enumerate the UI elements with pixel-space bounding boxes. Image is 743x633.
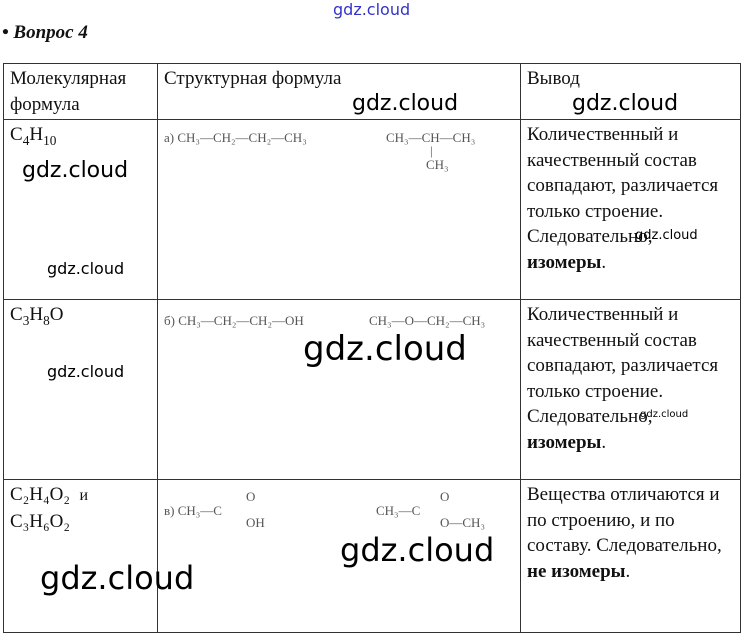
table-row: C₂H₄O₂ и C₃H₆O₂ в) CH₃—C O OH CH₃—C O O—C…: [3, 479, 741, 633]
structural-formula: а) CH₃—CH₂—CH₂—CH₃ CH₃—CH—CH₃ | CH₃: [157, 119, 521, 300]
watermark: gdz.cloud: [635, 228, 698, 243]
table-row: C3H8O б) CH₃—CH₂—CH₂—OH CH₃—O—CH₂—CH₃ Ко…: [3, 299, 741, 480]
watermark: gdz.cloud: [333, 0, 411, 19]
formula-c: в) CH₃—C: [164, 503, 222, 518]
table-row: C4H10 а) CH₃—CH₂—CH₂—CH₃ CH₃—CH—CH₃ | CH…: [3, 119, 741, 300]
structural-formula: в) CH₃—C O OH CH₃—C O O—CH₃: [157, 479, 521, 633]
header-structural: Структурная формула: [157, 63, 521, 120]
watermark: gdz.cloud: [572, 91, 679, 116]
formula-b: б) CH₃—CH₂—CH₂—OH: [164, 313, 304, 328]
molecular-formula: C3H8O: [3, 299, 158, 480]
header-molecular: Молекулярная формула: [3, 63, 158, 120]
answer-table: Молекулярная формула Структурная формула…: [3, 63, 741, 633]
conclusion: Вещества отличаются и по строению, и по …: [520, 479, 741, 633]
formula-ether: CH₃—O—CH₂—CH₃: [369, 313, 486, 328]
watermark: gdz.cloud: [47, 259, 125, 278]
conclusion: Количественный и качественный состав сов…: [520, 119, 741, 300]
watermark: gdz.cloud: [303, 329, 467, 369]
formula-ester: CH₃—C: [376, 503, 421, 518]
structural-formula: б) CH₃—CH₂—CH₂—OH CH₃—O—CH₂—CH₃: [157, 299, 521, 480]
conclusion: Количественный и качественный состав сов…: [520, 299, 741, 480]
watermark: gdz.cloud: [340, 531, 495, 569]
formula-methyl-branch: CH₃: [426, 157, 449, 172]
header-row: Молекулярная формула Структурная формула…: [3, 63, 741, 120]
molecular-formula: C4H10: [3, 119, 158, 300]
molecular-formula: C₂H₄O₂ и C₃H₆O₂: [3, 479, 158, 633]
watermark: gdz.cloud: [22, 158, 129, 183]
watermark: gdz.cloud: [47, 362, 125, 381]
watermark: gdz.cloud: [40, 559, 195, 597]
question-title: • Вопрос 4: [2, 22, 88, 43]
watermark: gdz.cloud: [640, 409, 689, 420]
formula-isobutane: CH₃—CH—CH₃: [386, 130, 476, 145]
header-conclusion: Вывод: [520, 63, 741, 120]
watermark: gdz.cloud: [352, 91, 459, 116]
formula-a: а) CH₃—CH₂—CH₂—CH₃: [164, 130, 307, 145]
